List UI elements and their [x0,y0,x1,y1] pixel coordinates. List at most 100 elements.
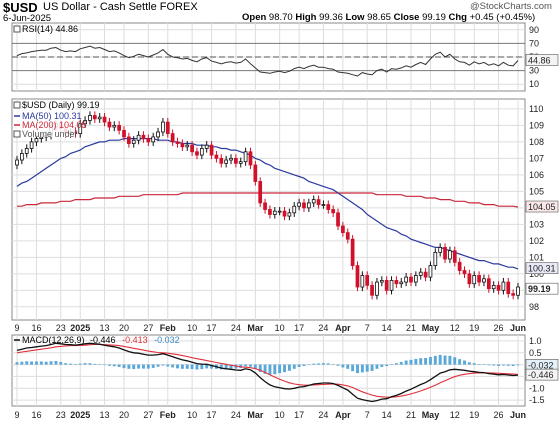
price-x-tick-label: 24 [318,323,328,333]
macd-histogram-bar [219,364,223,370]
watermark[interactable]: @StockCharts.com [470,1,552,12]
price-x-tick-label: 24 [231,323,241,333]
macd-histogram-bar [414,358,418,365]
macd-x-tick-label: 10 [187,410,197,420]
price-y-tick-label: 102 [529,236,544,246]
macd-histogram-bar [44,361,48,365]
macd-histogram-bar [390,364,393,365]
rsi-legend: RSI(14) 44.86 [22,24,78,34]
price-x-tick-label: Feb [160,323,177,333]
macd-x-tick-label: 7 [365,410,370,420]
macd-histogram-bar [297,364,301,367]
candle-body [326,204,331,210]
macd-legend-signal: -0.413 [122,335,148,345]
candle-body [482,278,486,283]
macd-x-tick-label: 13 [100,410,110,420]
price-x-tick-label: Apr [335,323,351,333]
macd-histogram-bar [127,364,131,369]
volume-legend: Volume undef [22,129,78,139]
candle-body [131,139,136,144]
price-x-tick-label: 20 [119,323,129,333]
macd-histogram-bar [88,363,92,365]
macd-histogram-bar [161,364,165,366]
macd-histogram-bar [107,364,111,366]
macd-x-tick-label: 23 [56,410,66,420]
macd-legend-prefix: MACD(12,26,9) [22,335,85,345]
candle-body [141,134,146,139]
macd-histogram-bar [273,364,277,375]
price-x-tick-label: 10 [187,323,197,333]
macd-histogram-bar [419,358,423,365]
macd-histogram-bar [463,360,466,365]
macd-histogram-bar [365,364,369,372]
candle-body [122,129,126,138]
candle-body [151,136,156,143]
price-x-tick-label: 12 [450,323,460,333]
candle-body [136,134,141,141]
macd-histogram-bar [25,361,29,365]
price-y-tick-label: 107 [529,153,544,163]
candle-body [204,144,209,149]
macd-value-tag-bg [525,368,559,381]
macd-histogram-bar [73,364,77,365]
macd-y-tick-label: -1.5 [529,395,545,405]
macd-histogram-bar [20,361,24,365]
macd-histogram-bar [69,363,72,365]
date-label: 6-Jun-2025 [3,13,52,24]
candle-body [336,212,340,227]
price-x-tick-label: 27 [143,323,153,333]
price-y-tick-label: 105 [529,186,544,196]
macd-histogram-bar [312,363,316,365]
macd-histogram-bar [83,363,87,365]
macd-histogram-bar [448,355,452,365]
ma200-value-tag: 104.05 [528,202,556,212]
macd-histogram-bar [321,363,325,365]
candle-body [428,265,433,278]
candle-body [78,123,83,135]
candle-body [146,138,151,143]
candle-body [423,271,428,278]
candle-body [161,121,165,133]
ma50-legend: MA(50) 100.31 [22,111,82,121]
candle-body [418,271,423,276]
candle-body [516,286,520,296]
macd-x-tick-label: 27 [143,410,153,420]
candle-body [472,275,477,285]
price-x-tick-label: 21 [406,323,416,333]
macd-histogram-bar [283,364,286,373]
macd-x-tick-label: 24 [318,410,328,420]
candle-body [185,144,190,148]
macd-x-tick-label: 10 [275,410,285,420]
macd-histogram-bar [351,364,355,372]
macd-histogram-bar [428,357,432,365]
candle-body [375,281,379,296]
candle-body [209,144,214,156]
macd-histogram-bar [146,364,150,369]
macd-x-tick-label: 2025 [70,410,90,420]
macd-histogram-bar [482,364,486,365]
candle-body [413,275,418,283]
macd-histogram-bar [258,364,262,372]
rsi-value-tag-bg [525,54,559,66]
macd-histogram-bar [341,364,345,368]
macd-x-tick-label: Feb [160,410,177,420]
candle-body [253,164,258,182]
rsi-y-tick-label: 10 [529,79,539,89]
candle-body [199,148,204,156]
candle-body [501,281,506,291]
macd-histogram-bar [64,363,68,365]
candle-body [438,247,443,253]
ma200-value-tag-bg [525,200,559,213]
macd-histogram-bar [132,364,136,370]
candle-body [486,278,491,290]
macd-histogram-bar [497,364,501,367]
candle-body [24,148,29,154]
macd-x-tick-label: 12 [450,410,460,420]
candle-body [331,209,336,214]
candle-body [34,138,39,143]
macd-histogram-bar [137,364,141,369]
high-value: 99.36 [319,12,343,23]
macd-histogram-bar [239,364,243,368]
hist-value-tag: -0.032 [528,360,554,370]
